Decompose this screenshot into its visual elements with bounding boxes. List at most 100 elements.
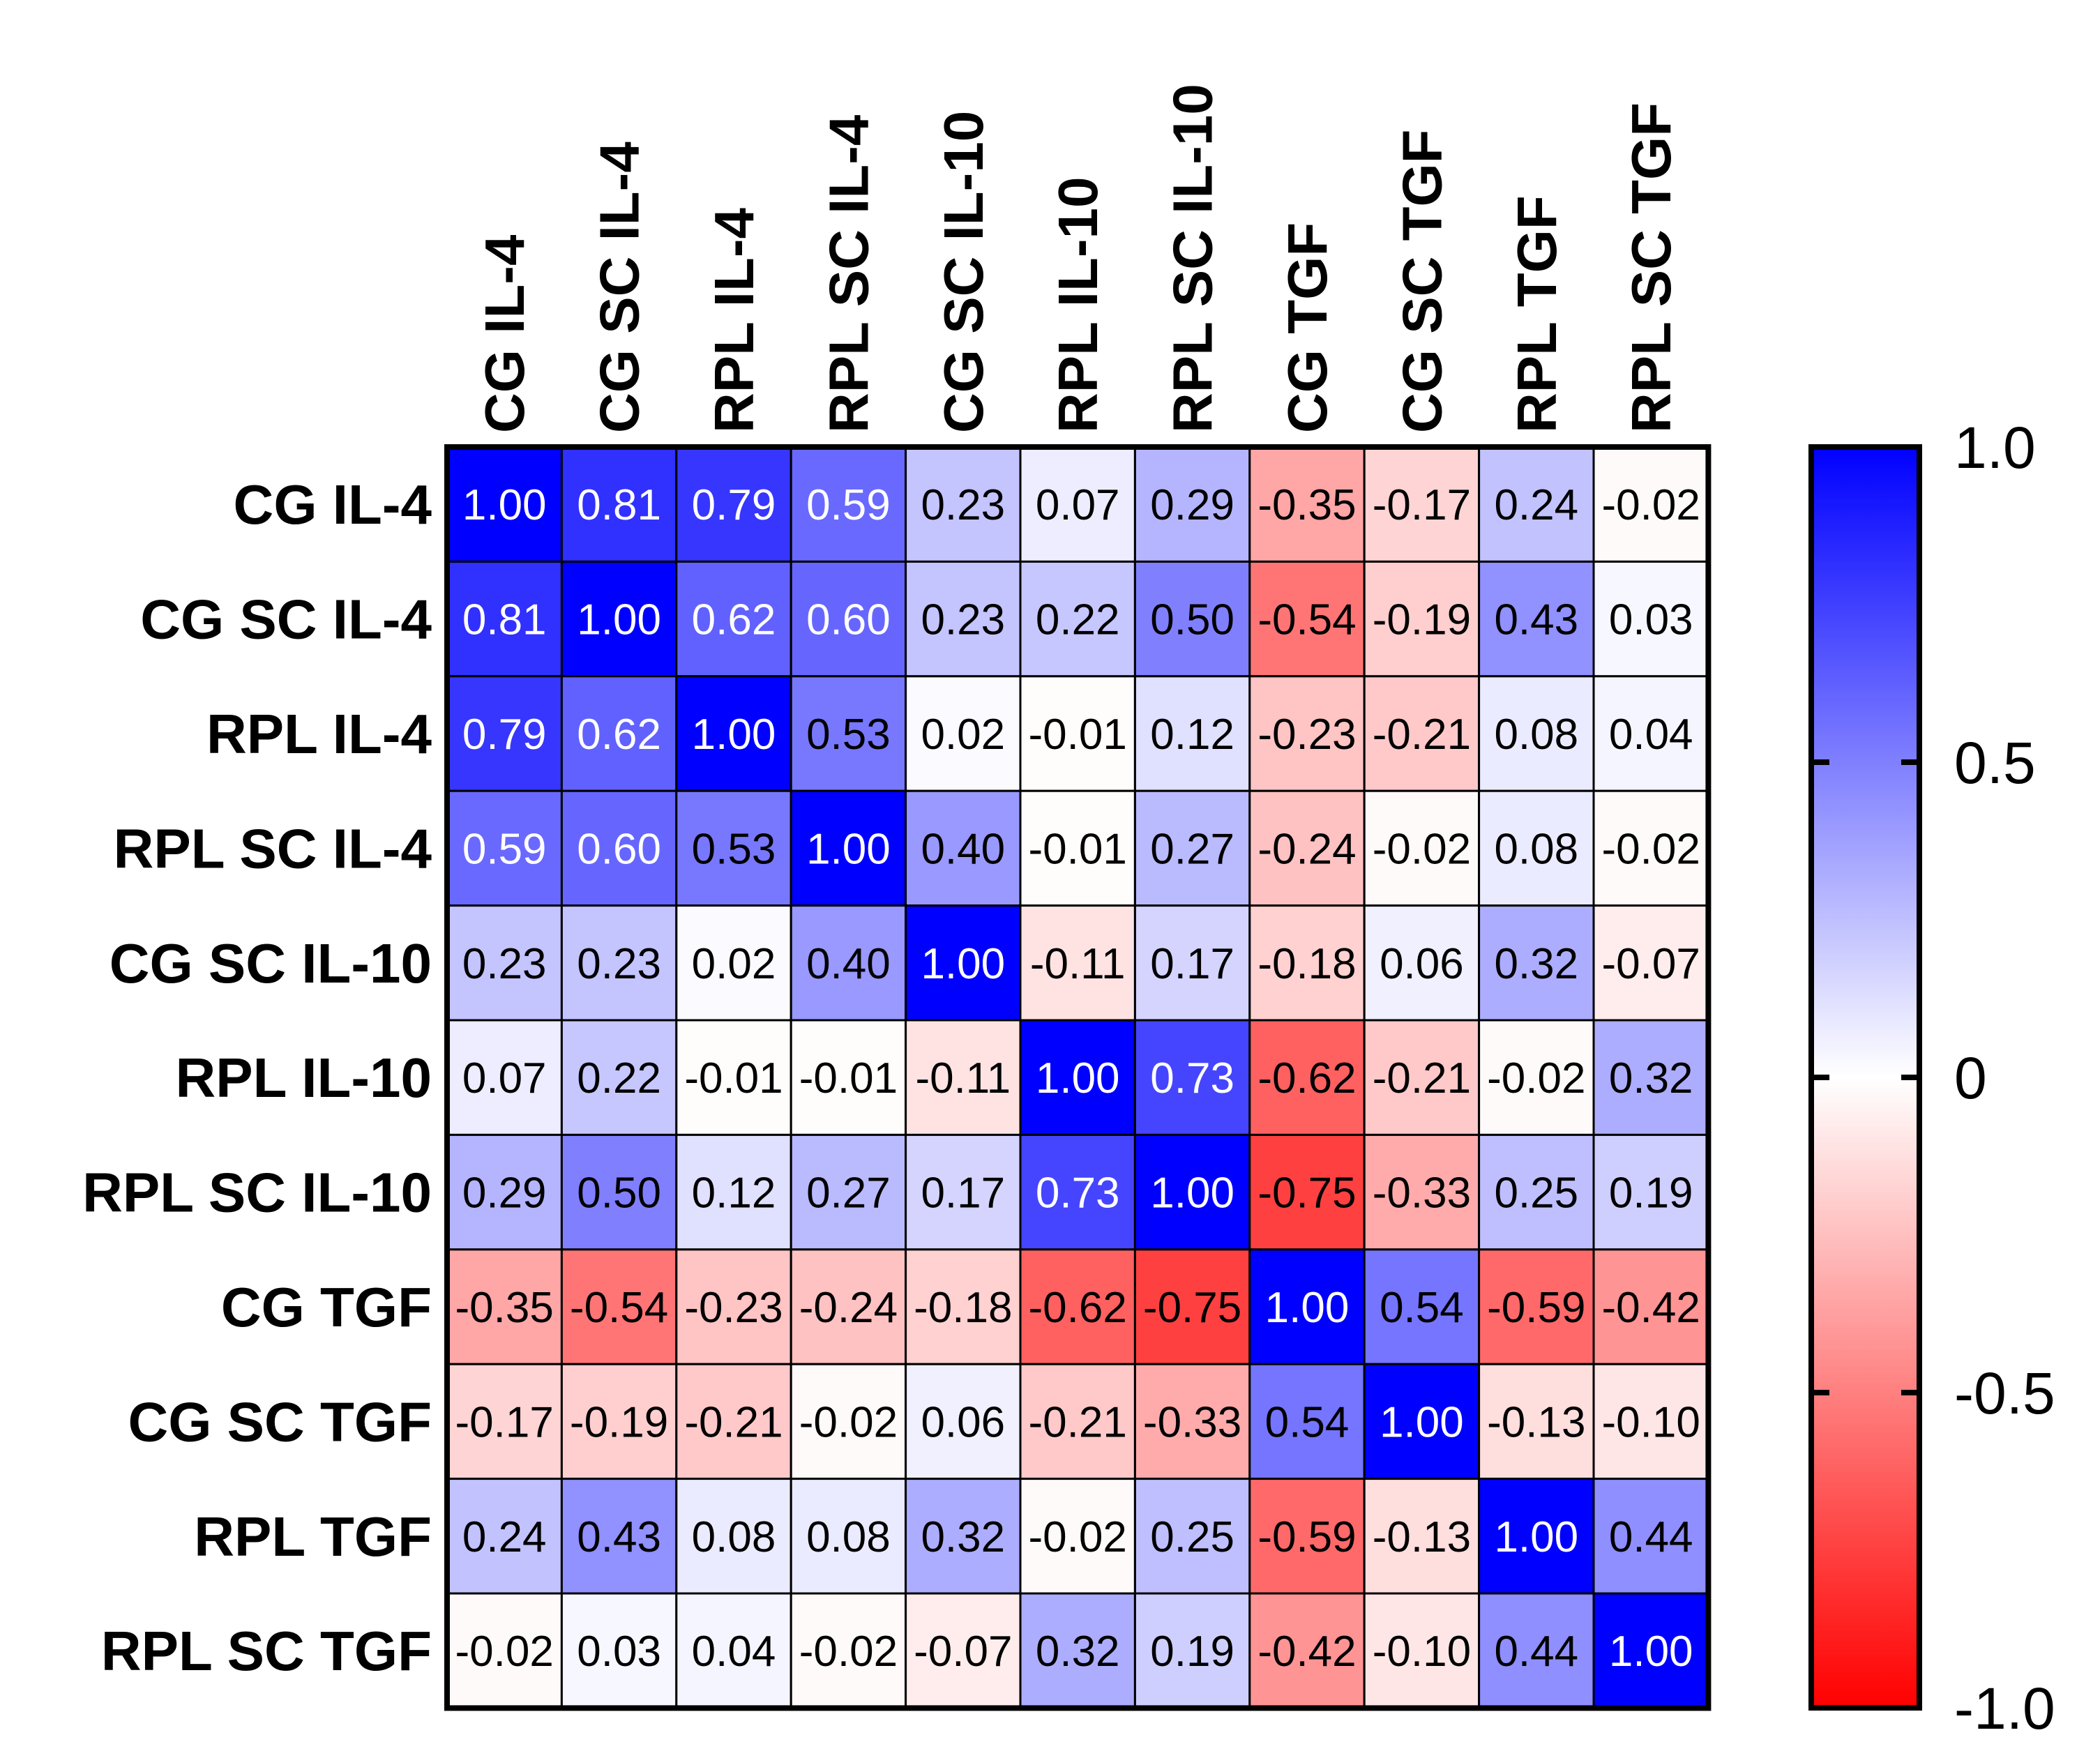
cell-value-label-r1-c9: 0.43 <box>1494 596 1578 644</box>
heatmap-cell-r3-c5 <box>1019 789 1136 907</box>
heatmap-cell-r1-c4 <box>905 560 1022 678</box>
cell-value-label-r10-c3: -0.02 <box>799 1628 898 1676</box>
heatmap-cell-r10-c10 <box>1592 1592 1709 1709</box>
heatmap-cell-r3-c2 <box>675 789 792 907</box>
cell-value-label-r8-c4: 0.06 <box>921 1398 1005 1446</box>
heatmap-cell-r6-c9 <box>1478 1133 1595 1251</box>
cell-value-label-r10-c5: 0.32 <box>1036 1628 1120 1676</box>
cell-value-label-r0-c3: 0.59 <box>806 481 891 529</box>
cell-value-label-r4-c9: 0.32 <box>1494 940 1578 988</box>
cell-value-label-r10-c7: -0.42 <box>1257 1628 1356 1676</box>
heatmap-cell-r6-c0 <box>446 1133 563 1251</box>
cell-value-label-r1-c8: -0.19 <box>1373 596 1471 644</box>
cell-value-label-r4-c4: 1.00 <box>921 940 1005 988</box>
heatmap-cell-r7-c4 <box>905 1248 1022 1365</box>
heatmap-cell-r10-c7 <box>1248 1592 1366 1709</box>
cell-value-label-r9-c6: 0.25 <box>1150 1513 1234 1561</box>
cell-value-label-r3-c0: 0.59 <box>462 825 547 873</box>
cell-value-label-r7-c8: 0.54 <box>1380 1284 1464 1332</box>
column-label-6: RPL SC IL-10 <box>1162 84 1224 433</box>
heatmap-cell-r7-c1 <box>560 1248 678 1365</box>
cell-value-label-r4-c0: 0.23 <box>462 940 547 988</box>
row-label-5: RPL IL-10 <box>176 1047 432 1109</box>
heatmap-border <box>444 444 1712 1711</box>
heatmap-cell-r6-c10 <box>1592 1133 1709 1251</box>
cell-value-label-r7-c7: 1.00 <box>1265 1284 1350 1332</box>
heatmap-cell-r4-c0 <box>446 904 563 1022</box>
cell-value-label-r0-c9: 0.24 <box>1494 481 1578 529</box>
heatmap-cell-r5-c5 <box>1019 1019 1136 1136</box>
row-label-2: RPL IL-4 <box>206 703 432 765</box>
heatmap-cell-r4-c6 <box>1133 904 1251 1022</box>
cell-value-label-r1-c0: 0.81 <box>462 596 547 644</box>
cell-value-label-r8-c5: -0.21 <box>1029 1398 1127 1446</box>
cell-value-label-r9-c3: 0.08 <box>806 1513 891 1561</box>
heatmap-cell-r1-c2 <box>675 560 792 678</box>
cell-value-label-r4-c2: 0.02 <box>692 940 776 988</box>
heatmap-cell-r7-c7 <box>1248 1248 1366 1365</box>
cell-value-label-r1-c7: -0.54 <box>1257 596 1356 644</box>
cell-value-label-r8-c1: -0.19 <box>570 1398 668 1446</box>
cell-value-label-r3-c8: -0.02 <box>1373 825 1471 873</box>
cell-value-label-r6-c1: 0.50 <box>577 1169 661 1218</box>
row-label-4: CG SC IL-10 <box>109 932 432 994</box>
heatmap-cell-r4-c1 <box>560 904 678 1022</box>
cell-value-label-r2-c4: 0.02 <box>921 711 1005 759</box>
heatmap-cell-r3-c6 <box>1133 789 1251 907</box>
cell-value-label-r10-c10: 1.00 <box>1609 1628 1693 1676</box>
heatmap-cell-r0-c5 <box>1019 446 1136 563</box>
cell-value-label-r7-c10: -0.42 <box>1602 1284 1700 1332</box>
heatmap-cell-r2-c4 <box>905 675 1022 792</box>
heatmap-cell-r1-c7 <box>1248 560 1366 678</box>
heatmap-cell-r7-c6 <box>1133 1248 1251 1365</box>
column-label-8: CG SC TGF <box>1391 129 1453 433</box>
cell-value-label-r1-c1: 1.00 <box>577 596 661 644</box>
cell-value-label-r7-c0: -0.35 <box>455 1284 554 1332</box>
colorbar-tick-label-2: 0 <box>1954 1045 1987 1111</box>
cell-value-label-r8-c2: -0.21 <box>684 1398 783 1446</box>
heatmap-cell-r7-c10 <box>1592 1248 1709 1365</box>
heatmap-cell-r6-c6 <box>1133 1133 1251 1251</box>
cell-value-label-r6-c9: 0.25 <box>1494 1169 1578 1218</box>
cell-value-label-r7-c5: -0.62 <box>1029 1284 1127 1332</box>
cell-value-label-r5-c3: -0.01 <box>799 1054 898 1102</box>
cell-value-label-r3-c7: -0.24 <box>1257 825 1356 873</box>
cell-value-label-r4-c8: 0.06 <box>1380 940 1464 988</box>
cell-value-label-r4-c3: 0.40 <box>806 940 891 988</box>
cell-value-label-r4-c1: 0.23 <box>577 940 661 988</box>
heatmap-cell-r10-c5 <box>1019 1592 1136 1709</box>
heatmap-cell-r5-c10 <box>1592 1019 1709 1136</box>
cell-value-label-r6-c5: 0.73 <box>1036 1169 1120 1218</box>
heatmap-cell-r4-c4 <box>905 904 1022 1022</box>
heatmap-cell-r1-c9 <box>1478 560 1595 678</box>
heatmap-cell-r5-c3 <box>790 1019 907 1136</box>
cell-value-label-r2-c8: -0.21 <box>1373 711 1471 759</box>
cell-value-label-r9-c7: -0.59 <box>1257 1513 1356 1561</box>
cell-value-label-r6-c8: -0.33 <box>1373 1169 1471 1218</box>
cell-value-label-r0-c5: 0.07 <box>1036 481 1120 529</box>
row-label-1: CG SC IL-4 <box>140 589 432 651</box>
heatmap-cell-r10-c9 <box>1478 1592 1595 1709</box>
row-label-3: RPL SC IL-4 <box>114 817 432 879</box>
heatmap-cell-r4-c3 <box>790 904 907 1022</box>
cell-value-label-r6-c3: 0.27 <box>806 1169 891 1218</box>
colorbar-tick-label-0: 1.0 <box>1954 415 2036 480</box>
cell-value-label-r0-c10: -0.02 <box>1602 481 1700 529</box>
heatmap-cell-r1-c5 <box>1019 560 1136 678</box>
cell-value-label-r8-c0: -0.17 <box>455 1398 554 1446</box>
cell-value-label-r7-c3: -0.24 <box>799 1284 898 1332</box>
cell-value-label-r3-c9: 0.08 <box>1494 825 1578 873</box>
heatmap-cell-r9-c4 <box>905 1478 1022 1595</box>
cell-value-label-r10-c1: 0.03 <box>577 1628 661 1676</box>
heatmap-cell-r1-c6 <box>1133 560 1251 678</box>
cell-value-label-r3-c5: -0.01 <box>1029 825 1127 873</box>
heatmap-cell-r7-c0 <box>446 1248 563 1365</box>
column-label-7: CG TGF <box>1276 222 1338 433</box>
column-label-5: RPL IL-10 <box>1047 177 1109 434</box>
cell-value-label-r3-c2: 0.53 <box>692 825 776 873</box>
heatmap-cell-r2-c2 <box>675 675 792 792</box>
heatmap-cell-r10-c4 <box>905 1592 1022 1709</box>
heatmap-cell-r8-c10 <box>1592 1363 1709 1480</box>
heatmap-cell-r9-c5 <box>1019 1478 1136 1595</box>
cell-value-label-r1-c4: 0.23 <box>921 596 1005 644</box>
